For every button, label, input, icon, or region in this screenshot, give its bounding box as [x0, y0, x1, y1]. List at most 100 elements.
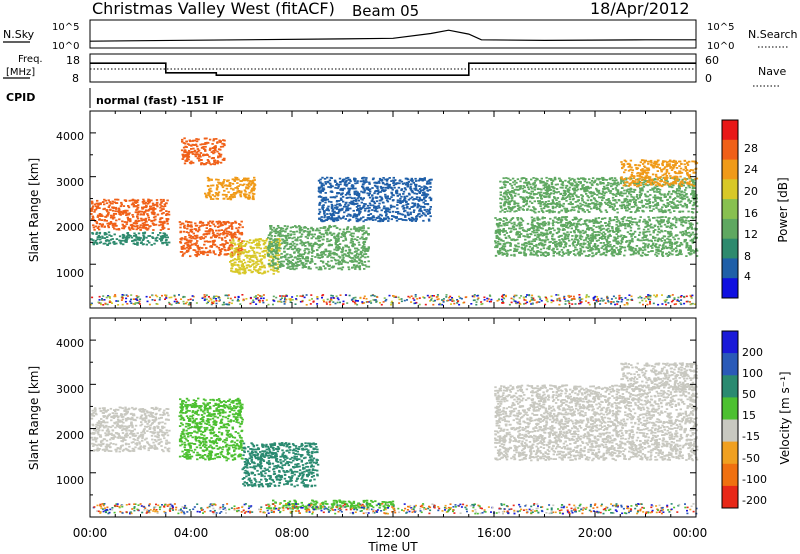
echo-cell [666, 220, 669, 223]
echo-cell [136, 217, 140, 220]
echo-cell [157, 234, 160, 236]
echo-cell [539, 248, 543, 251]
echo-cell [339, 181, 342, 183]
echo-cell [588, 205, 591, 208]
echo-cell [542, 207, 546, 210]
echo-cell [669, 201, 672, 203]
echo-cell [663, 194, 666, 197]
echo-cell [246, 187, 250, 190]
echo-cell [197, 149, 201, 152]
echo-cell [638, 194, 642, 197]
echo-cell [189, 228, 192, 231]
echo-cell [132, 205, 136, 208]
echo-cell [214, 145, 217, 147]
echo-cell [691, 178, 694, 181]
echo-cell [251, 192, 255, 195]
echo-cell [162, 232, 165, 235]
echo-cell [299, 226, 303, 229]
echo-cell [607, 250, 610, 252]
echo-cell [145, 236, 148, 239]
echo-cell [502, 228, 505, 230]
echo-cell [352, 185, 355, 187]
echo-cell [356, 182, 359, 184]
echo-cell [347, 191, 351, 194]
echo-cell [572, 224, 575, 226]
echo-cell [357, 195, 361, 197]
echo-cell [576, 200, 579, 203]
echo-cell [207, 221, 210, 224]
echo-cell [103, 219, 106, 222]
echo-cell [428, 219, 431, 222]
echo-cell [585, 186, 588, 189]
echo-cell [377, 180, 380, 183]
echo-cell [545, 204, 548, 206]
echo-cell [255, 264, 258, 267]
echo-cell [417, 179, 421, 182]
echo-cell [216, 162, 219, 165]
echo-cell [605, 203, 608, 205]
echo-cell [153, 242, 156, 245]
echo-cell [579, 242, 583, 245]
echo-cell [321, 261, 325, 264]
echo-cell [377, 189, 380, 192]
freq-step-line [90, 62, 696, 76]
echo-cell [335, 195, 338, 198]
echo-cell [573, 193, 576, 195]
echo-cell [352, 199, 356, 202]
echo-cell [343, 184, 347, 186]
echo-cell [392, 184, 396, 187]
echo-cell [148, 219, 151, 221]
echo-cell [641, 188, 644, 191]
echo-cell [429, 182, 432, 185]
echo-cell [519, 186, 522, 189]
echo-cell [508, 227, 511, 230]
echo-cell [230, 259, 233, 262]
echo-cell [367, 233, 370, 236]
echo-cell [267, 244, 271, 247]
echo-cell [207, 142, 210, 144]
echo-cell [569, 222, 572, 224]
echo-cell [355, 247, 359, 250]
echo-cell [592, 245, 595, 248]
echo-cell [553, 176, 557, 179]
echo-cell [311, 228, 315, 230]
echo-cell [689, 200, 693, 202]
echo-cell [573, 209, 576, 212]
echo-cell [104, 215, 107, 218]
echo-cell [405, 195, 409, 198]
echo-cell [92, 216, 95, 219]
echo-cell [379, 179, 382, 182]
echo-cell [535, 193, 538, 195]
echo-cell [609, 190, 613, 192]
echo-cell [113, 240, 116, 243]
echo-cell [165, 210, 168, 212]
echo-cell [568, 189, 571, 192]
echo-cell [556, 203, 559, 206]
echo-cell [132, 228, 135, 230]
echo-cell [258, 244, 261, 246]
echo-cell [244, 190, 247, 193]
echo-cell [163, 235, 166, 237]
echo-cell [357, 229, 360, 231]
echo-cell [92, 205, 95, 208]
echo-cell [346, 226, 349, 229]
echo-cell [423, 209, 426, 211]
echo-cell [306, 256, 309, 258]
echo-cell [243, 272, 246, 275]
echo-cell [605, 184, 609, 187]
echo-cell [300, 240, 303, 243]
echo-cell [368, 209, 371, 212]
echo-cell [286, 243, 289, 245]
echo-cell [341, 189, 344, 192]
echo-cell [630, 206, 633, 208]
echo-cell [413, 192, 416, 195]
echo-cell [212, 147, 215, 149]
echo-cell [362, 183, 365, 186]
echo-cell [182, 142, 186, 144]
echo-cell [554, 178, 557, 181]
echo-cell [662, 219, 665, 221]
echo-cell [267, 255, 270, 257]
echo-cell [256, 269, 260, 272]
echo-cell [624, 225, 627, 227]
echo-cell [246, 255, 250, 257]
